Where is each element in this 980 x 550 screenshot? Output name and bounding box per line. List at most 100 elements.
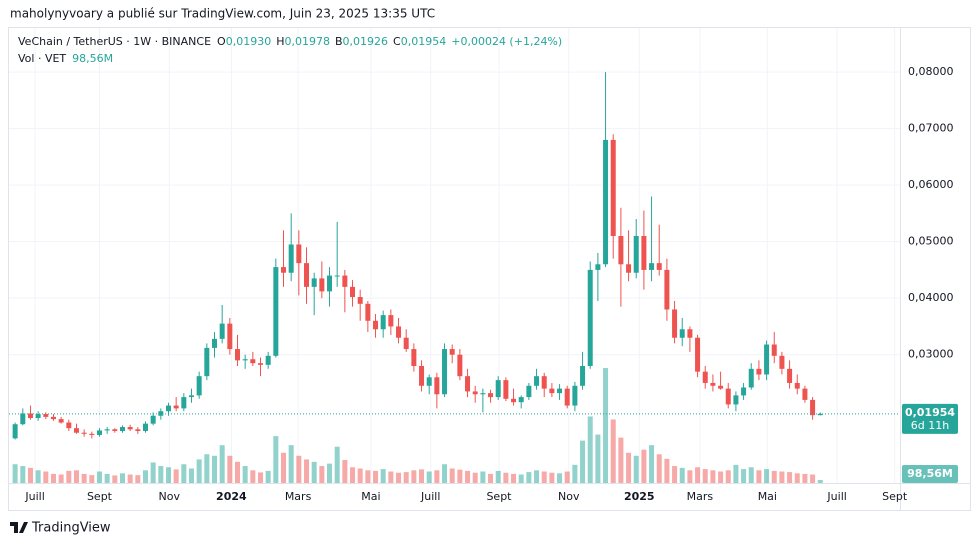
candle-body (580, 366, 586, 386)
candle-body (526, 385, 532, 398)
candle-body (725, 388, 731, 405)
candle-body (442, 349, 448, 395)
volume-bar (649, 445, 655, 483)
candle-body (58, 419, 64, 423)
volume-bar (787, 472, 793, 483)
price-tag (902, 403, 958, 434)
candle-body (181, 397, 187, 409)
footer-logo: TradingView (10, 521, 111, 536)
volume-bar (725, 470, 731, 483)
volume-bar (626, 452, 632, 483)
candle-body (779, 355, 785, 369)
candle-body (135, 429, 141, 431)
volume-bar (27, 467, 33, 483)
candle-body (449, 349, 455, 355)
candle-body (334, 275, 340, 277)
volume-bar (211, 455, 217, 483)
volume-bar (718, 471, 724, 483)
volume-bar (12, 464, 18, 483)
axes: 0,08000 0,07000 0,06000 0,05000 0,04000 0,030… (24, 65, 958, 503)
volume-bar (73, 470, 79, 483)
candle-body (242, 359, 248, 361)
candle-body (687, 329, 693, 338)
candle-body (672, 309, 678, 338)
candle-body (104, 429, 110, 431)
publisher-line: maholynyvoary a publié sur TradingView.c… (10, 7, 435, 21)
volume-value: 98,56M (72, 52, 113, 65)
candle-body (465, 376, 471, 392)
logo-mark (10, 522, 28, 533)
x-tick-label: Juill (24, 490, 44, 503)
candles (9, 72, 900, 440)
ohlc-key: C (393, 35, 401, 48)
volume-bar (165, 467, 171, 483)
volume-bar (334, 446, 340, 483)
candle-body (211, 338, 217, 348)
volume-bar (457, 469, 463, 483)
x-tick-label: Mai (758, 490, 777, 503)
volume-label: Vol · VET (18, 52, 66, 65)
candle-body (319, 278, 325, 292)
ohlc-value: 0,01954 (401, 35, 447, 48)
symbol: VeChain / TetherUS · 1W · BINANCE (18, 35, 211, 48)
volume-bar (679, 467, 685, 483)
y-tick-label: 0,04000 (908, 291, 954, 304)
volume-bar (265, 470, 271, 483)
volume-bar (764, 469, 770, 483)
volume-bar (112, 475, 118, 483)
candle-body (810, 399, 816, 416)
candle-body (20, 413, 26, 425)
candle-body (219, 323, 225, 339)
volume-bar (104, 473, 110, 483)
candle-body (96, 430, 102, 435)
volume-bar (181, 464, 187, 483)
ohlc-key: B (335, 35, 343, 48)
volume-bar (81, 473, 87, 483)
y-tick-label: 0,06000 (908, 178, 954, 191)
volume-bar (472, 472, 478, 483)
volume-bar (656, 454, 662, 483)
candle-body (119, 427, 125, 431)
candle-body (741, 387, 747, 396)
volume-bar (557, 473, 563, 483)
volume-bar (733, 464, 739, 483)
y-tick-label: 0,03000 (908, 348, 954, 361)
volume-bar (50, 473, 56, 483)
volume-bar (771, 470, 777, 483)
x-tick-label: 2025 (624, 490, 655, 503)
brand: TradingView (31, 521, 111, 536)
volume-bar (549, 472, 555, 483)
x-tick-label: Mars (687, 490, 714, 503)
volume-bar (672, 466, 678, 483)
volume-bar (687, 470, 693, 483)
candle-body (472, 391, 478, 395)
volume-bar (96, 471, 102, 483)
x-tick-label: Sept (87, 490, 113, 503)
candle-body (480, 393, 486, 395)
volume-bar (127, 474, 133, 483)
x-tick-label: Mai (361, 490, 380, 503)
candle-body (434, 377, 440, 395)
volume-bar (304, 459, 310, 483)
candle-body (327, 275, 333, 292)
volume-bar (258, 472, 264, 483)
volume-bar (135, 475, 141, 483)
candle-body (802, 388, 808, 400)
candle-body (66, 422, 72, 429)
x-tick-label: Sept (486, 490, 512, 503)
candle-body (35, 414, 41, 418)
volume-bar (188, 468, 194, 483)
candle-body (365, 303, 371, 321)
y-tick-label: 0,08000 (908, 65, 954, 78)
candle-body (664, 269, 670, 310)
volume-bar (541, 471, 547, 483)
candle-body (695, 337, 701, 372)
candle-body (27, 413, 33, 418)
candle-body (227, 323, 233, 350)
volume-bar (89, 475, 95, 483)
volume-bar (204, 454, 210, 483)
price-tag-countdown: 6d 11h (911, 419, 949, 432)
volume-bar (610, 419, 616, 483)
volume-bar (388, 471, 394, 483)
